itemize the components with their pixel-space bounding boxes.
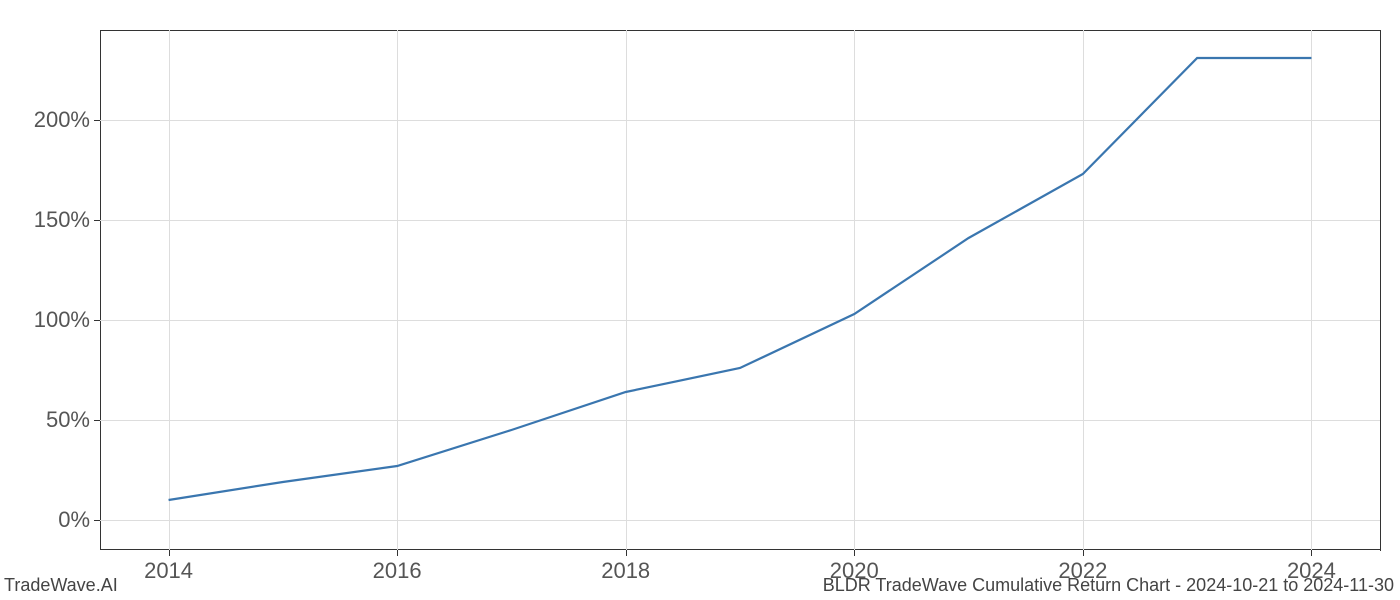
y-tick-mark (94, 520, 100, 521)
x-tick-mark (854, 550, 855, 556)
y-tick-mark (94, 420, 100, 421)
chart-plot-area: 0%50%100%150%200%20142016201820202022202… (100, 30, 1380, 550)
y-tick-label: 100% (10, 307, 90, 333)
x-tick-mark (397, 550, 398, 556)
x-tick-mark (626, 550, 627, 556)
x-tick-mark (169, 550, 170, 556)
footer-caption-label: BLDR TradeWave Cumulative Return Chart -… (823, 575, 1394, 596)
y-tick-mark (94, 120, 100, 121)
y-tick-label: 200% (10, 107, 90, 133)
cumulative-return-line (169, 58, 1312, 500)
footer-brand-label: TradeWave.AI (4, 575, 118, 596)
x-tick-label: 2018 (586, 558, 666, 584)
x-tick-mark (1311, 550, 1312, 556)
y-tick-mark (94, 220, 100, 221)
y-tick-label: 0% (10, 507, 90, 533)
y-tick-label: 150% (10, 207, 90, 233)
line-series-svg (100, 30, 1380, 550)
x-tick-label: 2014 (129, 558, 209, 584)
x-tick-label: 2016 (357, 558, 437, 584)
x-tick-mark (1083, 550, 1084, 556)
y-tick-label: 50% (10, 407, 90, 433)
y-tick-mark (94, 320, 100, 321)
